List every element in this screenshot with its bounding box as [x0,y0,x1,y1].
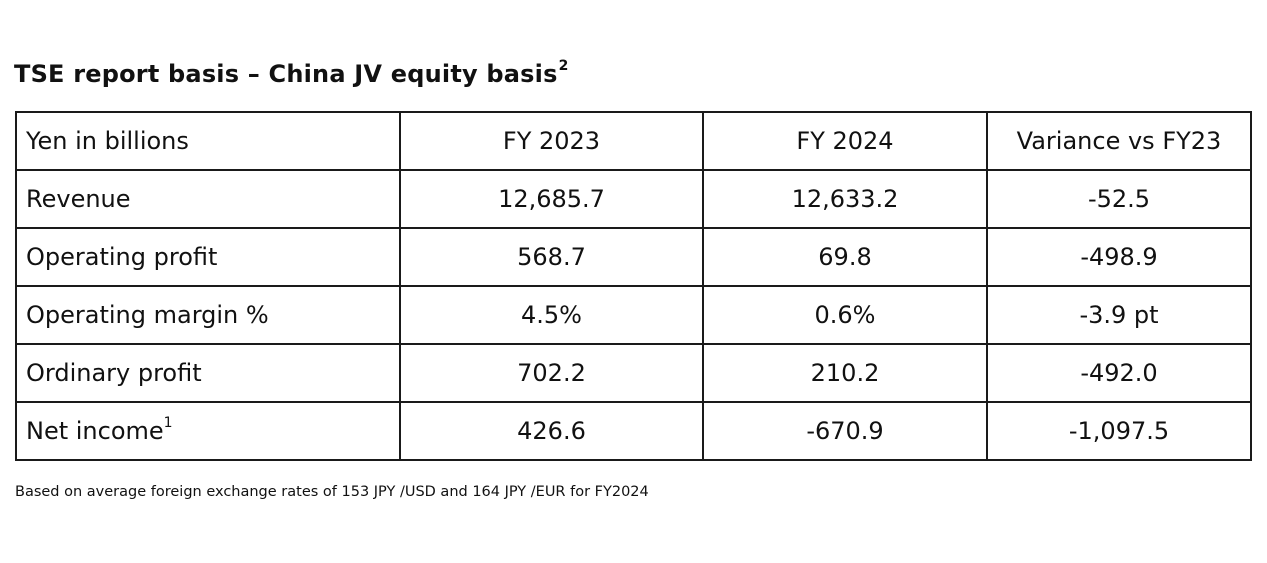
header-units: Yen in billions [15,111,401,171]
cell-fy2023: 702.2 [399,343,704,403]
row-label: Ordinary profit [15,343,401,403]
cell-fy2024: 69.8 [702,227,988,287]
table-row-net-income: Net income1 426.6 -670.9 -1,097.5 [15,401,1252,461]
cell-variance: -52.5 [986,169,1252,229]
row-label: Operating profit [15,227,401,287]
row-label: Net income1 [15,401,401,461]
table-row-operating-margin: Operating margin % 4.5% 0.6% -3.9 pt [15,285,1252,345]
header-fy2024: FY 2024 [702,111,988,171]
table-row-ordinary-profit: Ordinary profit 702.2 210.2 -492.0 [15,343,1252,403]
cell-variance: -492.0 [986,343,1252,403]
row-label: Revenue [15,169,401,229]
row-label-sup: 1 [163,415,173,431]
page-title: TSE report basis – China JV equity basis… [14,58,569,88]
cell-fy2023: 12,685.7 [399,169,704,229]
row-label-text: Revenue [26,185,131,213]
cell-variance: -498.9 [986,227,1252,287]
row-label-text: Net income [26,417,164,445]
cell-fy2024: 210.2 [702,343,988,403]
row-label-text: Operating margin % [26,301,269,329]
table-row-operating-profit: Operating profit 568.7 69.8 -498.9 [15,227,1252,287]
cell-fy2024: 12,633.2 [702,169,988,229]
cell-variance: -3.9 pt [986,285,1252,345]
title-superscript: 2 [558,58,569,74]
cell-fy2024: -670.9 [702,401,988,461]
header-variance: Variance vs FY23 [986,111,1252,171]
cell-fy2023: 426.6 [399,401,704,461]
financial-results-table: Yen in billions FY 2023 FY 2024 Variance… [15,111,1252,461]
row-label-text: Operating profit [26,243,218,271]
header-fy2023: FY 2023 [399,111,704,171]
row-label-text: Ordinary profit [26,359,202,387]
cell-fy2023: 568.7 [399,227,704,287]
cell-variance: -1,097.5 [986,401,1252,461]
cell-fy2023: 4.5% [399,285,704,345]
row-label: Operating margin % [15,285,401,345]
exchange-rate-footnote: Based on average foreign exchange rates … [15,484,649,500]
title-text: TSE report basis – China JV equity basis [14,60,558,88]
table-row-revenue: Revenue 12,685.7 12,633.2 -52.5 [15,169,1252,229]
cell-fy2024: 0.6% [702,285,988,345]
table-header-row: Yen in billions FY 2023 FY 2024 Variance… [15,111,1252,171]
